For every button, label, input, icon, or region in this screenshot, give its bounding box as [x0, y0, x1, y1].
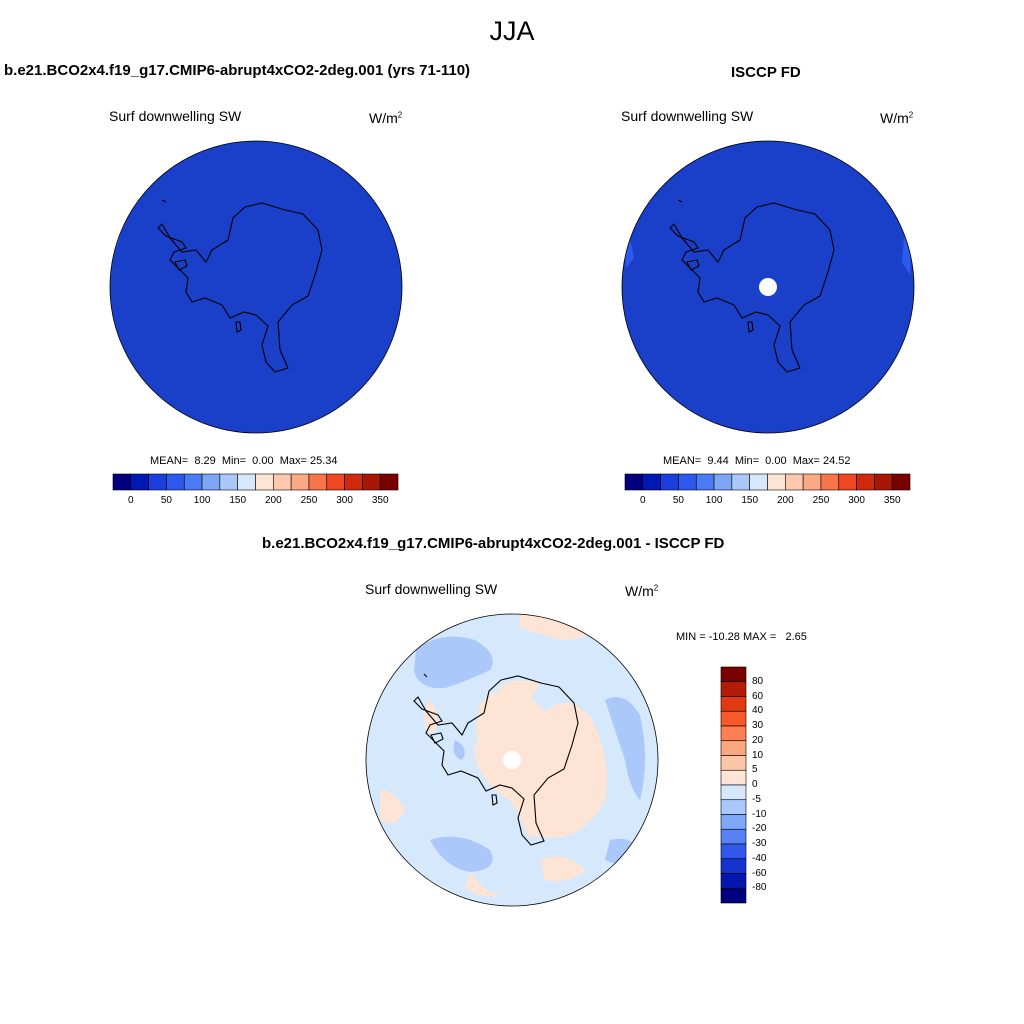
colorbar-tick-label: 200 [264, 495, 282, 506]
colorbar-tick-label: 20 [752, 734, 764, 746]
diff-negative-regions [414, 636, 645, 872]
colorbar-swatch [720, 666, 747, 683]
colorbar-swatch [720, 828, 747, 845]
colorbar-tick-label: 30 [752, 720, 764, 731]
diff-stats: MIN = -10.28 MAX = 2.65 [676, 631, 807, 643]
colorbar-swatch [720, 887, 747, 904]
right-edge-band-east [902, 225, 911, 275]
colorbar-tick-label: 150 [741, 495, 759, 506]
left-coastline [157, 199, 323, 373]
colorbar-swatch [720, 755, 747, 771]
colorbar-swatch [379, 473, 399, 491]
diff-case-title: b.e21.BCO2x4.f19_g17.CMIP6-abrupt4xCO2-2… [262, 535, 725, 552]
colorbar-swatch [720, 858, 747, 874]
right-pole-hole [759, 278, 777, 296]
colorbar-swatch [720, 725, 747, 742]
colorbar-tick-label: 300 [336, 495, 353, 506]
colorbar-swatch [720, 814, 747, 830]
colorbar-tick-label: 5 [752, 764, 758, 776]
colorbar-tick-label: 350 [371, 495, 389, 506]
right-units-label: W/m2 [880, 110, 914, 126]
colorbar-tick-label: 10 [752, 749, 764, 761]
left-stats: MEAN= 8.29 Min= 0.00 Max= 25.34 [150, 455, 338, 467]
colorbar-tick-label: 50 [672, 495, 684, 506]
figure-title: JJA [489, 16, 535, 46]
colorbar-swatch [720, 710, 747, 727]
colorbar-swatch [891, 473, 911, 491]
diff-map-boundary [365, 613, 659, 907]
colorbar-swatch [720, 740, 747, 756]
left-case-title: b.e21.BCO2x4.f19_g17.CMIP6-abrupt4xCO2-2… [4, 62, 471, 79]
diff-variable-label: Surf downwelling SW [365, 581, 498, 597]
colorbar-swatch [720, 784, 747, 801]
colorbar-tick-label: -5 [752, 793, 761, 805]
colorbar-tick-label: 50 [160, 495, 172, 506]
colorbar-tick-label: 250 [300, 495, 318, 506]
right-variable-label: Surf downwelling SW [621, 108, 754, 124]
left-variable-label: Surf downwelling SW [109, 108, 242, 124]
colorbar-swatch [720, 799, 747, 815]
colorbar-tick-label: 0 [752, 779, 758, 790]
diff-positive-regions [380, 614, 607, 897]
colorbar-tick-label: 0 [640, 495, 646, 506]
right-stats: MEAN= 9.44 Min= 0.00 Max= 24.52 [663, 455, 851, 467]
colorbar-tick-label: 80 [752, 675, 764, 687]
diff-colorbar [720, 666, 747, 904]
colorbar-tick-label: -30 [752, 838, 767, 849]
right-case-title: ISCCP FD [731, 64, 801, 81]
left-colorbar [112, 473, 399, 491]
colorbar-swatch [720, 843, 747, 860]
colorbar-tick-label: 250 [812, 495, 830, 506]
colorbar-tick-label: 200 [776, 495, 794, 506]
colorbar-swatch [720, 681, 747, 697]
colorbar-tick-label: 350 [883, 495, 901, 506]
right-coastline [669, 199, 835, 373]
colorbar-tick-label: -10 [752, 808, 767, 820]
colorbar-tick-label: 0 [128, 495, 134, 506]
left-units-label: W/m2 [369, 110, 403, 126]
colorbar-tick-label: 150 [229, 495, 247, 506]
colorbar-tick-label: 100 [705, 495, 723, 506]
colorbar-tick-label: -60 [752, 867, 767, 879]
colorbar-swatch [720, 696, 747, 712]
colorbar-swatch [720, 873, 747, 889]
left-field-fill [110, 141, 402, 433]
left-map-boundary [109, 140, 403, 434]
diff-pole-hole [503, 751, 521, 769]
right-map-boundary [621, 140, 915, 434]
diff-coastline [413, 673, 579, 846]
colorbar-tick-label: -80 [752, 882, 767, 894]
diff-units-label: W/m2 [625, 583, 659, 599]
colorbar-tick-label: 300 [848, 495, 865, 506]
colorbar-tick-label: -20 [752, 823, 767, 835]
colorbar-tick-label: 40 [752, 705, 764, 717]
colorbar-tick-label: 100 [193, 495, 211, 506]
colorbar-swatch [720, 769, 747, 786]
colorbar-tick-label: -40 [752, 852, 767, 864]
right-colorbar [624, 473, 911, 491]
colorbar-tick-label: 60 [752, 690, 764, 702]
